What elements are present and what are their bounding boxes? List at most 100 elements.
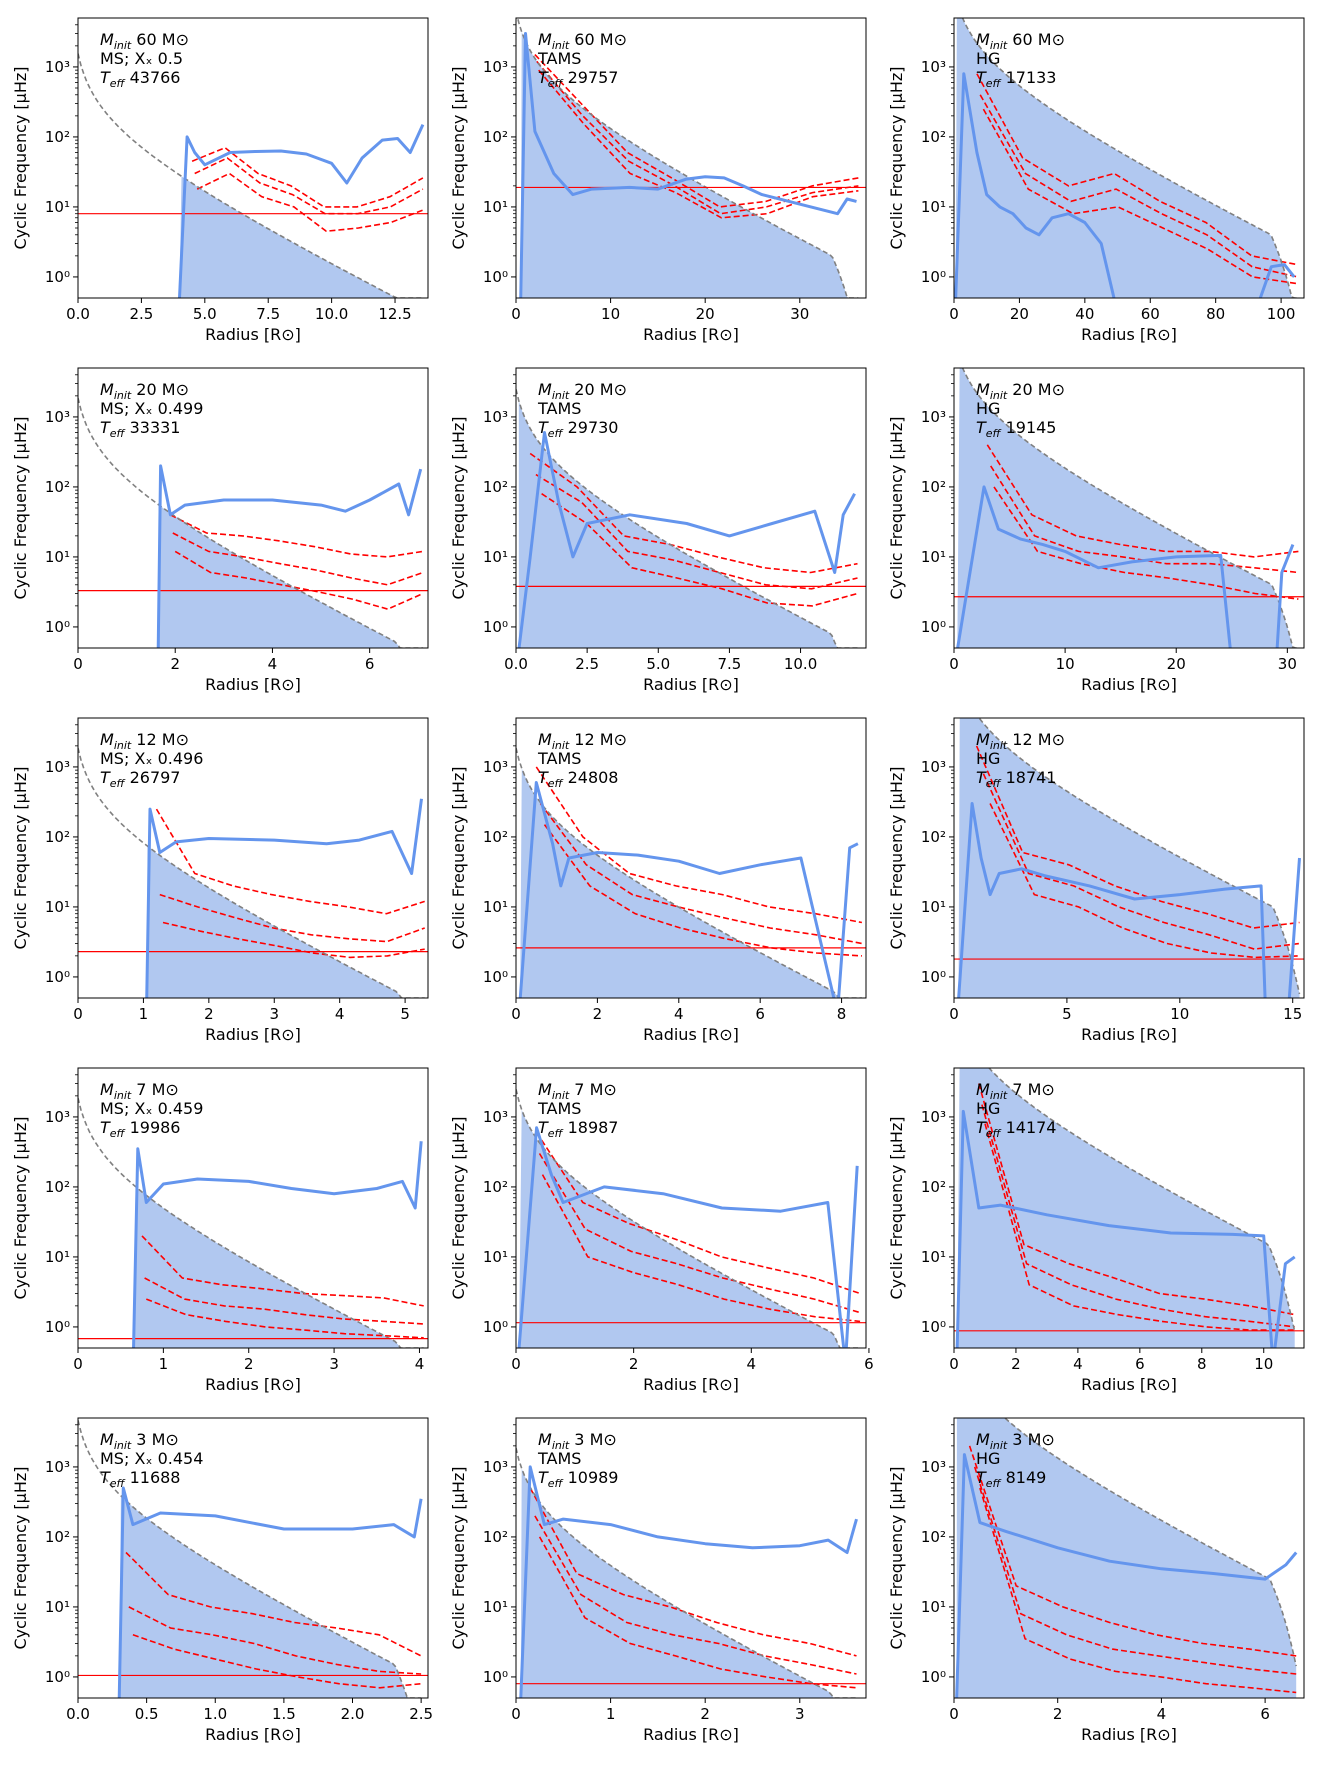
x-tick-label: 20 xyxy=(1167,655,1186,673)
y-tick-label: 10⁰ xyxy=(483,968,508,986)
mode-curve-3 xyxy=(196,172,424,233)
x-tick-label: 0 xyxy=(511,1705,521,1723)
y-tick-label: 10³ xyxy=(483,1458,508,1476)
mode-curve-3 xyxy=(543,824,862,957)
y-tick-label: 10² xyxy=(483,128,508,146)
x-tick-label: 2 xyxy=(1011,1355,1021,1373)
reference-curve xyxy=(1003,1418,1297,1667)
y-axis-label: Cyclic Frequency [μHz] xyxy=(11,1466,30,1649)
mass-label: Minit 3 M⊙ xyxy=(538,1430,617,1452)
teff-label: Teff 26797 xyxy=(100,768,180,790)
y-tick-label: 10² xyxy=(921,478,946,496)
frequency-profile xyxy=(955,1109,1296,1348)
mode-curve-1 xyxy=(529,1487,857,1657)
x-tick-label: 3 xyxy=(795,1705,805,1723)
shaded-region xyxy=(957,1068,1295,1348)
x-tick-label: 0 xyxy=(949,1355,959,1373)
mode-curve-2 xyxy=(979,94,1298,278)
plot-area xyxy=(78,53,428,298)
mode-curve-1 xyxy=(976,73,1298,266)
y-axis-label: Cyclic Frequency [μHz] xyxy=(449,66,468,249)
y-tick-label: 10¹ xyxy=(483,1248,508,1266)
x-tick-label: 2.5 xyxy=(129,305,153,323)
y-tick-label: 10² xyxy=(921,828,946,846)
plot-area xyxy=(954,718,1304,998)
panel-5: 10⁰ 10¹ 10² 10³ 0.0 2.5 5.0 7.5 10.0 Radius [R⊙] C… xyxy=(449,367,867,694)
y-axis-label: Cyclic Frequency [μHz] xyxy=(449,1116,468,1299)
teff-label: Teff 14174 xyxy=(976,1118,1056,1140)
y-tick-label: 10¹ xyxy=(483,898,508,916)
x-tick-label: 0 xyxy=(949,1705,959,1723)
shaded-region xyxy=(518,1109,861,1348)
y-tick-label: 10³ xyxy=(45,1458,70,1476)
x-tick-label: 1 xyxy=(159,1355,169,1373)
x-axis-label: Radius [R⊙] xyxy=(643,1025,739,1044)
x-tick-label: 6 xyxy=(1260,1705,1270,1723)
x-tick-label: 0 xyxy=(511,1355,521,1373)
mode-curve-3 xyxy=(538,69,859,219)
mass-label: Minit 3 M⊙ xyxy=(976,1430,1055,1452)
y-tick-label: 10⁰ xyxy=(483,1318,508,1336)
y-tick-label: 10³ xyxy=(483,58,508,76)
mode-curve-3 xyxy=(174,550,424,610)
frequency-profile xyxy=(117,1486,423,1698)
mode-curve-1 xyxy=(141,1235,424,1307)
y-tick-label: 10⁰ xyxy=(921,1668,946,1686)
panel-9: 10⁰ 10¹ 10² 10³ 0 5 10 15 Radius [R⊙] Cyclic Freq… xyxy=(887,717,1305,1044)
x-tick-label: 60 xyxy=(1141,305,1160,323)
x-tick-label: 4 xyxy=(1157,1705,1167,1723)
mode-curve-2 xyxy=(981,1104,1295,1328)
shaded-region xyxy=(146,846,425,998)
frequency-profile xyxy=(517,431,856,648)
mode-curve-2 xyxy=(538,1153,861,1314)
x-tick-label: 1.0 xyxy=(203,1705,227,1723)
plot-area xyxy=(78,1420,428,1698)
stage-label: TAMS xyxy=(537,749,581,768)
x-tick-label: 2.5 xyxy=(409,1705,433,1723)
mass-label: Minit 20 M⊙ xyxy=(100,380,189,402)
y-tick-label: 10¹ xyxy=(483,1598,508,1616)
y-tick-label: 10³ xyxy=(45,58,70,76)
y-tick-label: 10³ xyxy=(45,1108,70,1126)
x-axis-label: Radius [R⊙] xyxy=(205,1725,301,1744)
plot-area xyxy=(78,397,428,648)
panel-2: 10⁰ 10¹ 10² 10³ 0 10 20 30 Radius [R⊙] Cyclic Fre… xyxy=(449,17,867,344)
y-tick-label: 10⁰ xyxy=(45,618,70,636)
y-tick-label: 10⁰ xyxy=(483,618,508,636)
x-tick-label: 5.0 xyxy=(193,305,217,323)
x-tick-label: 0.0 xyxy=(66,305,90,323)
frequency-profile xyxy=(519,1465,858,1698)
mode-curve-3 xyxy=(993,486,1299,600)
plot-area xyxy=(516,1089,866,1348)
mode-curve-1 xyxy=(191,146,424,208)
panel-6: 10⁰ 10¹ 10² 10³ 0 10 20 30 Radius [R⊙] Cyclic Fre… xyxy=(887,367,1305,694)
y-tick-label: 10⁰ xyxy=(45,1318,70,1336)
x-tick-label: 2 xyxy=(629,1355,639,1373)
x-tick-label: 7.5 xyxy=(256,305,280,323)
x-tick-label: 0 xyxy=(511,1005,521,1023)
mass-label: Minit 3 M⊙ xyxy=(100,1430,179,1452)
reference-curve xyxy=(516,747,862,998)
stage-label: MS; Xₓ 0.454 xyxy=(100,1449,203,1468)
panel-3: 10⁰ 10¹ 10² 10³ 0 20 40 60 80 100 Radius [R⊙] Cycli… xyxy=(887,17,1305,344)
teff-label: Teff 11688 xyxy=(100,1468,180,1490)
shaded-region xyxy=(179,176,423,298)
shaded-region xyxy=(158,504,424,648)
x-tick-label: 2.0 xyxy=(341,1705,365,1723)
x-axis-label: Radius [R⊙] xyxy=(1081,1375,1177,1394)
y-axis-label: Cyclic Frequency [μHz] xyxy=(887,416,906,599)
y-tick-label: 10¹ xyxy=(45,898,70,916)
y-tick-label: 10³ xyxy=(921,408,946,426)
x-axis-label: Radius [R⊙] xyxy=(643,325,739,344)
shaded-region xyxy=(133,1186,424,1348)
stage-label: HG xyxy=(976,49,1000,68)
